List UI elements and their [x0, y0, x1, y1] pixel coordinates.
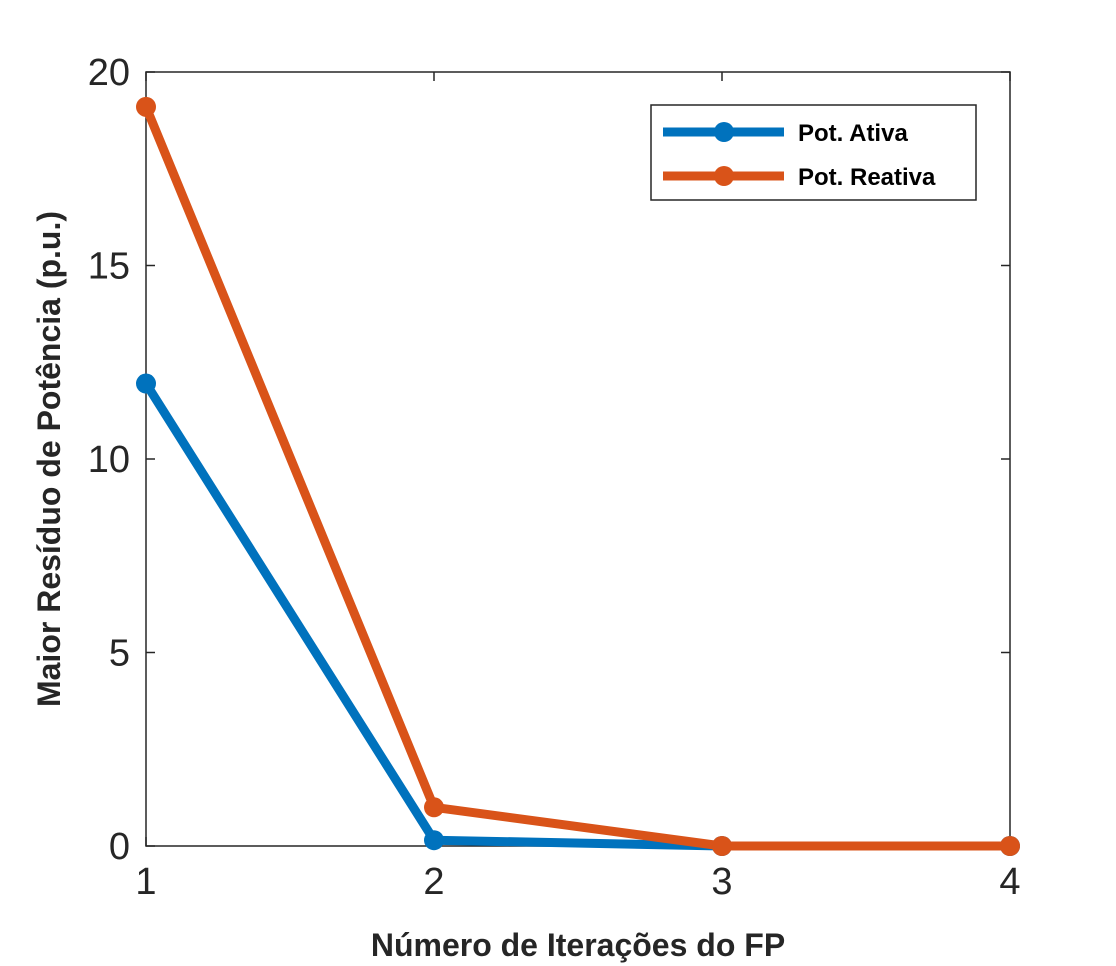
- legend-swatch-marker: [714, 122, 734, 142]
- x-tick-label: 4: [999, 861, 1020, 903]
- legend-label: Pot. Ativa: [798, 120, 908, 147]
- series-line-pot-reativa: [141, 102, 1015, 851]
- data-point-pot-reativa: [424, 797, 444, 818]
- legend-box: [650, 104, 977, 201]
- series-pot-reativa: [136, 96, 1020, 856]
- series-pot-ativa: [136, 373, 1020, 856]
- data-point-pot-ativa: [136, 373, 156, 394]
- legend-swatch-marker: [714, 166, 734, 186]
- series-layer: [136, 96, 1020, 856]
- x-tick-label: 1: [135, 861, 156, 903]
- y-tick-label: 15: [88, 246, 130, 288]
- y-tick-label: 10: [88, 439, 130, 481]
- x-tick-label: 3: [711, 861, 732, 903]
- series-line-pot-ativa: [141, 379, 1015, 851]
- x-axis-title: Número de Iterações do FP: [371, 927, 785, 963]
- data-point-pot-ativa: [424, 830, 444, 851]
- legend-item-pot-ativa: Pot. Ativa: [663, 120, 908, 147]
- x-tick-label: 2: [423, 861, 444, 903]
- axis-labels: Número de Iterações do FP Maior Resíduo …: [31, 211, 785, 963]
- y-tick-label: 20: [88, 52, 130, 94]
- legend-item-pot-reativa: Pot. Reativa: [663, 164, 936, 191]
- legend: Pot. Ativa Pot. Reativa: [650, 104, 977, 201]
- y-axis-title: Maior Resíduo de Potência (p.u.): [31, 211, 67, 707]
- legend-label: Pot. Reativa: [798, 164, 936, 191]
- y-tick-label: 0: [109, 826, 130, 868]
- data-point-pot-reativa: [712, 836, 732, 856]
- data-point-pot-reativa: [136, 96, 156, 117]
- axis-ticks: 1 2 3 4 0 5 10 15 20: [88, 52, 1021, 903]
- y-tick-label: 5: [109, 633, 130, 675]
- data-point-pot-reativa: [1000, 836, 1020, 856]
